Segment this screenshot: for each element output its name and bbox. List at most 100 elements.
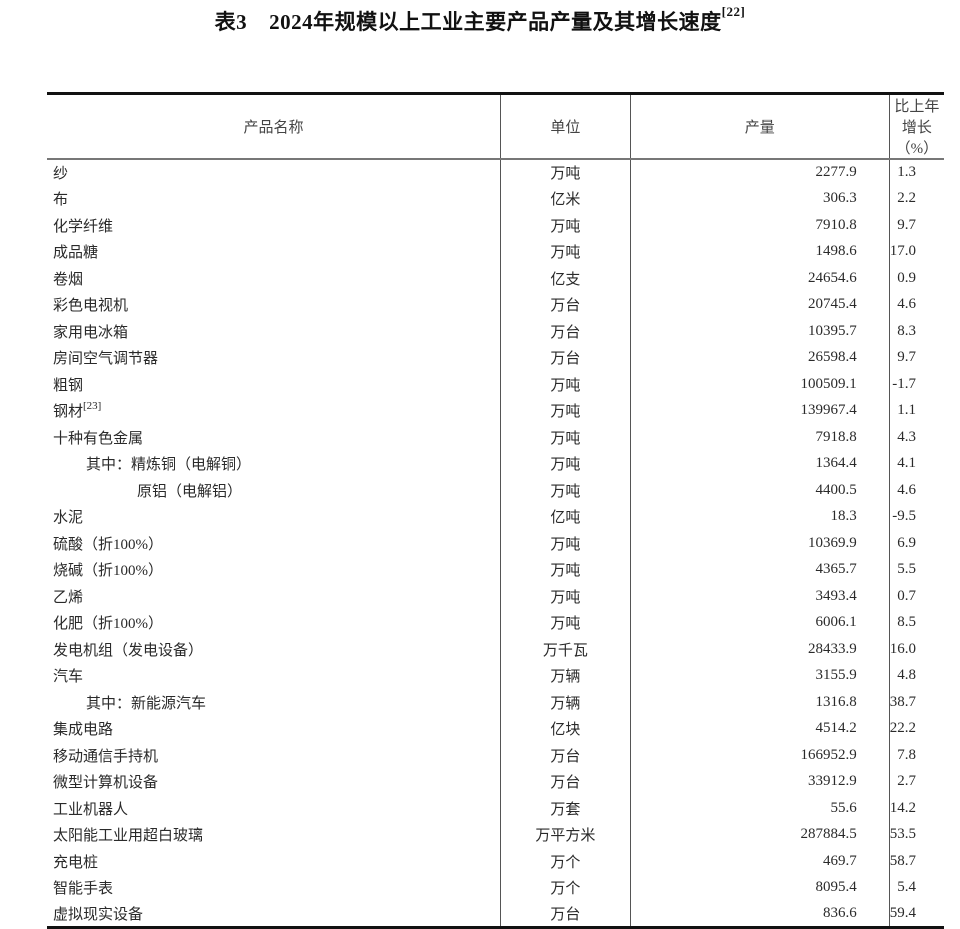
- table-row: 其中：新能源汽车 万辆 1316.8 38.7: [47, 689, 944, 716]
- table-title-text: 2024年规模以上工业主要产品产量及其增长速度: [269, 10, 722, 34]
- growth-cell: 0.9: [888, 265, 944, 292]
- product-name: 太阳能工业用超白玻璃: [53, 828, 204, 845]
- unit-cell: 万吨: [500, 530, 631, 557]
- product-name-cell: 钢材[23]: [47, 398, 501, 425]
- output: 10395.7: [808, 322, 857, 339]
- unit-cell: 万台: [500, 742, 631, 769]
- table-number: 表3: [214, 10, 248, 34]
- growth-cell: 9.7: [888, 212, 944, 239]
- unit: 万吨: [550, 166, 581, 183]
- product-name-cell: 乙烯: [47, 583, 501, 610]
- growth: 2.2: [897, 190, 916, 207]
- unit: 万台: [550, 351, 581, 368]
- unit: 万吨: [550, 589, 581, 606]
- table-row: 粗钢 万吨 100509.1 -1.7: [47, 371, 944, 398]
- table-row: 化肥（折100%） 万吨 6006.1 8.5: [47, 609, 944, 636]
- unit-cell: 万吨: [500, 556, 631, 583]
- growth: 14.2: [889, 799, 916, 816]
- header-unit: 单位: [500, 92, 631, 160]
- output-cell: 18.3: [629, 503, 890, 530]
- product-name: 粗钢: [53, 377, 84, 394]
- growth: 4.1: [897, 455, 916, 472]
- growth-cell: 8.5: [888, 609, 944, 636]
- output-cell: 7918.8: [629, 424, 890, 451]
- growth-cell: 5.5: [888, 556, 944, 583]
- output-cell: 2277.9: [629, 159, 890, 186]
- growth-cell: 4.3: [888, 424, 944, 451]
- table-row: 集成电路 亿块 4514.2 22.2: [47, 715, 944, 742]
- output: 1364.4: [815, 455, 857, 472]
- product-name: 移动通信手持机: [53, 748, 159, 765]
- product-name: 布: [53, 192, 69, 209]
- unit-cell: 万千瓦: [500, 636, 631, 663]
- growth-cell: 38.7: [888, 689, 944, 716]
- output: 26598.4: [808, 349, 857, 366]
- growth: 38.7: [889, 693, 916, 710]
- growth: 5.5: [897, 561, 916, 578]
- output: 7910.8: [815, 216, 857, 233]
- growth: 58.7: [889, 852, 916, 869]
- output: 469.7: [823, 852, 857, 869]
- unit: 万平方米: [535, 828, 596, 845]
- table-row: 烧碱（折100%） 万吨 4365.7 5.5: [47, 556, 944, 584]
- table-row: 房间空气调节器 万台 26598.4 9.7: [47, 344, 944, 371]
- growth-cell: -9.5: [888, 503, 944, 530]
- unit-cell: 亿吨: [500, 503, 631, 530]
- product-name-cell: 虚拟现实设备: [47, 901, 501, 929]
- output: 139967.4: [800, 402, 857, 419]
- product-name-cell: 原铝（电解铝）: [47, 477, 501, 504]
- growth: 2.7: [897, 773, 916, 790]
- growth-cell: 59.4: [888, 901, 944, 929]
- output-cell: 287884.5: [629, 821, 890, 848]
- output: 6006.1: [815, 614, 857, 631]
- growth-cell: 58.7: [888, 848, 944, 875]
- output: 4400.5: [815, 481, 857, 498]
- table-row: 布 亿米 306.3 2.2: [47, 185, 944, 212]
- table-row: 卷烟 亿支 24654.6 0.9: [47, 265, 944, 292]
- output-cell: 139967.4: [629, 397, 890, 424]
- unit-cell: 万吨: [500, 477, 631, 504]
- unit-cell: 万辆: [500, 662, 631, 689]
- growth: 16.0: [889, 640, 916, 657]
- growth: 6.9: [897, 534, 916, 551]
- product-name: 烧碱（折100%）: [53, 563, 163, 580]
- product-name: 硫酸（折100%）: [53, 536, 163, 553]
- output: 4514.2: [815, 720, 857, 737]
- unit-cell: 万吨: [500, 212, 631, 239]
- product-name: 钢材: [53, 404, 84, 421]
- unit: 万吨: [550, 218, 581, 235]
- header-output: 产量: [629, 92, 890, 160]
- growth-cell: 2.2: [888, 185, 944, 212]
- output-cell: 1316.8: [629, 689, 890, 716]
- footnote-ref: [23]: [83, 400, 102, 413]
- growth-cell: 16.0: [888, 636, 944, 663]
- product-name-cell: 硫酸（折100%）: [47, 530, 501, 557]
- product-name: 其中：新能源汽车: [86, 695, 207, 712]
- output-cell: 28433.9: [629, 636, 890, 663]
- table-row: 智能手表 万个 8095.4 5.4: [47, 874, 944, 901]
- product-name: 智能手表: [53, 881, 114, 898]
- unit-cell: 万吨: [500, 609, 631, 636]
- product-name-cell: 烧碱（折100%）: [47, 557, 501, 584]
- unit: 万台: [550, 775, 581, 792]
- growth: 0.7: [897, 587, 916, 604]
- header-row: 产品名称 单位 产量 比上年增长（%）: [47, 92, 944, 160]
- unit-cell: 万吨: [500, 371, 631, 398]
- output: 28433.9: [808, 640, 857, 657]
- table-row: 其中：精炼铜（电解铜） 万吨 1364.4 4.1: [47, 450, 944, 477]
- unit-cell: 万吨: [500, 238, 631, 265]
- product-name-cell: 发电机组（发电设备）: [47, 636, 501, 663]
- growth-cell: 22.2: [888, 715, 944, 742]
- product-name: 卷烟: [53, 271, 84, 288]
- output-cell: 7910.8: [629, 212, 890, 239]
- output: 1316.8: [815, 693, 857, 710]
- growth: 0.9: [897, 269, 916, 286]
- growth: 9.7: [897, 216, 916, 233]
- unit: 万台: [550, 298, 581, 315]
- unit: 万辆: [550, 669, 581, 686]
- output-cell: 10369.9: [629, 530, 890, 557]
- table-row: 彩色电视机 万台 20745.4 4.6: [47, 291, 944, 318]
- product-name-cell: 卷烟: [47, 265, 501, 292]
- unit-cell: 万吨: [500, 450, 631, 477]
- output-cell: 306.3: [629, 185, 890, 212]
